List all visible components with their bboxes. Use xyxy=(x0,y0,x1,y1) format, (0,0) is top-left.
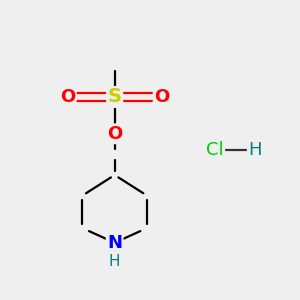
Text: S: S xyxy=(108,88,122,106)
Text: N: N xyxy=(107,234,122,252)
Text: H: H xyxy=(109,254,120,269)
Text: H: H xyxy=(248,141,261,159)
Text: O: O xyxy=(107,125,122,143)
Text: O: O xyxy=(60,88,75,106)
Text: Cl: Cl xyxy=(206,141,224,159)
Text: O: O xyxy=(154,88,170,106)
